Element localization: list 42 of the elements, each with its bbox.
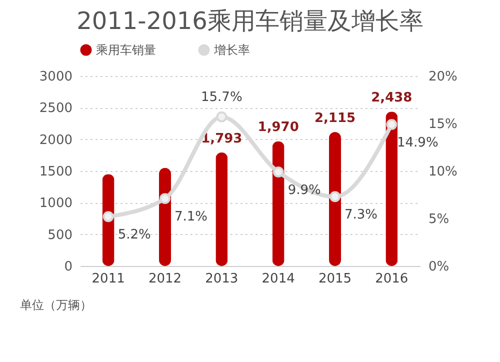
y-tick-label: 1000 [39, 196, 72, 212]
x-tick-label: 2013 [205, 272, 238, 286]
data-label: 1,793 [201, 131, 242, 146]
bar [216, 152, 228, 266]
data-label: 7.3% [344, 208, 378, 223]
point [160, 193, 170, 204]
data-label: 5.2% [118, 228, 151, 243]
point [216, 111, 228, 122]
bar [329, 132, 341, 266]
point [330, 191, 340, 202]
y-tick-label: 0 [64, 260, 72, 274]
chart-title: 2011-2016乘用车销量及增长率 [76, 7, 424, 35]
y2-tick-label: 0% [428, 260, 450, 274]
bar [386, 112, 398, 266]
y-tick-label: 1500 [39, 164, 72, 180]
x-tick-label: 2011 [92, 272, 125, 286]
text: 单位（万辆） [20, 298, 92, 312]
data-label: 2,115 [314, 111, 356, 126]
x-tick-label: 2016 [375, 272, 408, 286]
y-tick-label: 2000 [39, 132, 72, 148]
y2-tick-label: 20% [428, 70, 458, 84]
point [272, 166, 284, 178]
bar [272, 141, 284, 266]
point [102, 211, 114, 222]
x-tick-label: 2012 [148, 272, 182, 286]
x-tick-label: 2015 [318, 272, 352, 286]
y-tick-label: 2500 [39, 101, 72, 116]
y2-tick-label: 10% [428, 164, 458, 180]
legend-label: 增长率 [213, 43, 250, 57]
data-label: 1,970 [258, 120, 299, 136]
data-label: 9.9% [288, 182, 321, 198]
x-tick-label: 2014 [262, 272, 295, 286]
legend-label: 乘用车销量 [96, 43, 156, 57]
data-label: 2,438 [371, 90, 412, 106]
y2-tick-label: 15% [428, 117, 458, 132]
y-tick-label: 500 [48, 228, 72, 243]
data-label: 15.7% [201, 90, 242, 105]
point [386, 118, 398, 130]
data-label: 7.1% [174, 210, 208, 225]
data-label: 14.9% [397, 135, 438, 150]
y2-tick-label: 5% [428, 212, 450, 227]
y-tick-label: 3000 [39, 70, 72, 84]
